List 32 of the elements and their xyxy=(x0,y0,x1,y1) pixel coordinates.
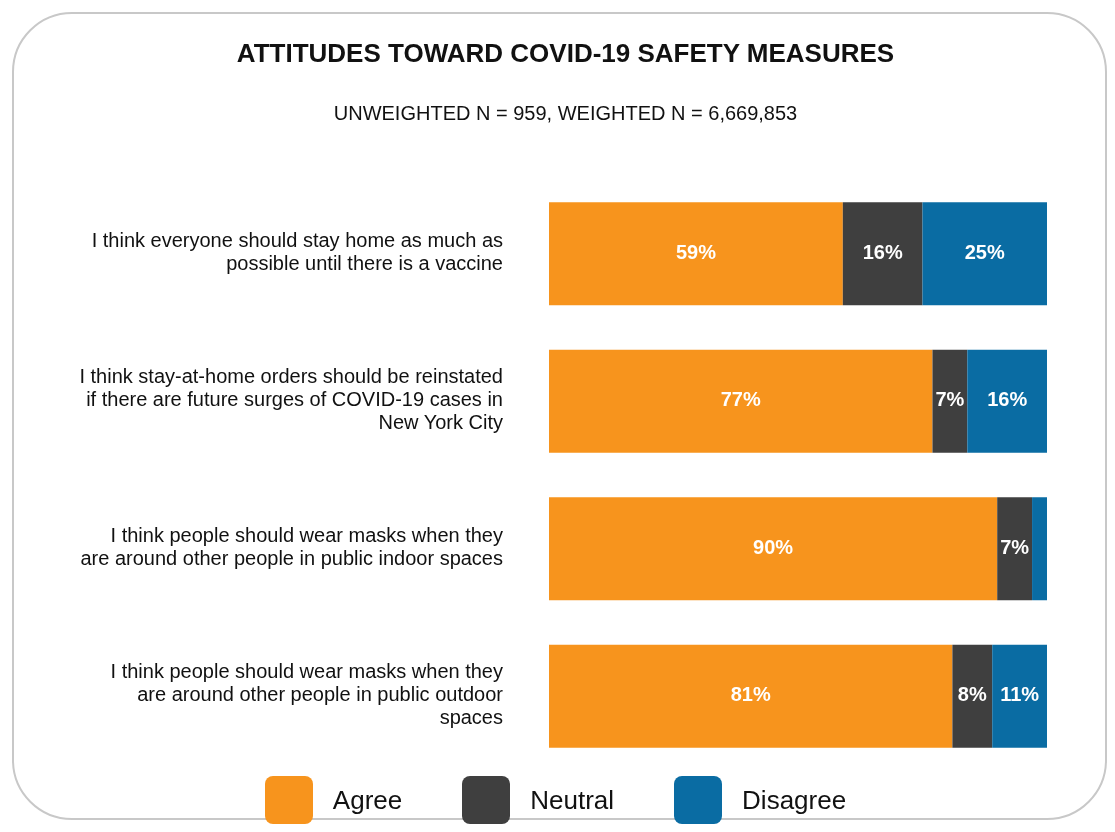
data-label: 77% xyxy=(720,388,761,411)
bar xyxy=(1032,497,1047,601)
chart-subtitle: UNWEIGHTED N = 959, WEIGHTED N = 6,669,853 xyxy=(332,102,799,125)
bar xyxy=(842,202,923,306)
bar xyxy=(922,202,1047,306)
y-tick-label: I think people should wear masks when they are around other people in public indoor spaces xyxy=(80,524,503,570)
bar xyxy=(952,644,993,748)
data-label: 81% xyxy=(730,683,771,706)
data-label: 59% xyxy=(675,240,717,263)
data-label: 8% xyxy=(957,683,987,706)
bar xyxy=(932,349,968,453)
data-label: 7% xyxy=(935,388,965,411)
data-label: 16% xyxy=(862,240,903,263)
y-tick-label: I think everyone should stay home as much as possible until there is a vaccine xyxy=(91,229,503,275)
y-tick-label: I think stay-at-home orders should be reinstated if there are future surges of COVID-19 cases in New York City xyxy=(79,365,503,434)
bar xyxy=(992,644,1047,748)
bar xyxy=(549,497,998,601)
bar xyxy=(549,349,933,453)
data-label: 11% xyxy=(1000,683,1040,706)
bar xyxy=(967,349,1047,453)
data-label: 7% xyxy=(1000,535,1030,558)
data-label: 16% xyxy=(987,388,1028,411)
y-tick-label: I think people should wear masks when they are around other people in public outdoor spaces xyxy=(110,660,504,729)
legend-label: Agree xyxy=(332,784,403,816)
bar xyxy=(549,644,953,748)
data-label: 25% xyxy=(964,240,1005,263)
bar xyxy=(549,202,843,306)
bar xyxy=(997,497,1033,601)
data-label: 90% xyxy=(753,535,794,558)
legend-label: Neutral xyxy=(530,784,615,816)
chart-title: ATTITUDES TOWARD COVID-19 SAFETY MEASURES xyxy=(235,38,896,69)
legend-label: Disagree xyxy=(742,784,847,816)
